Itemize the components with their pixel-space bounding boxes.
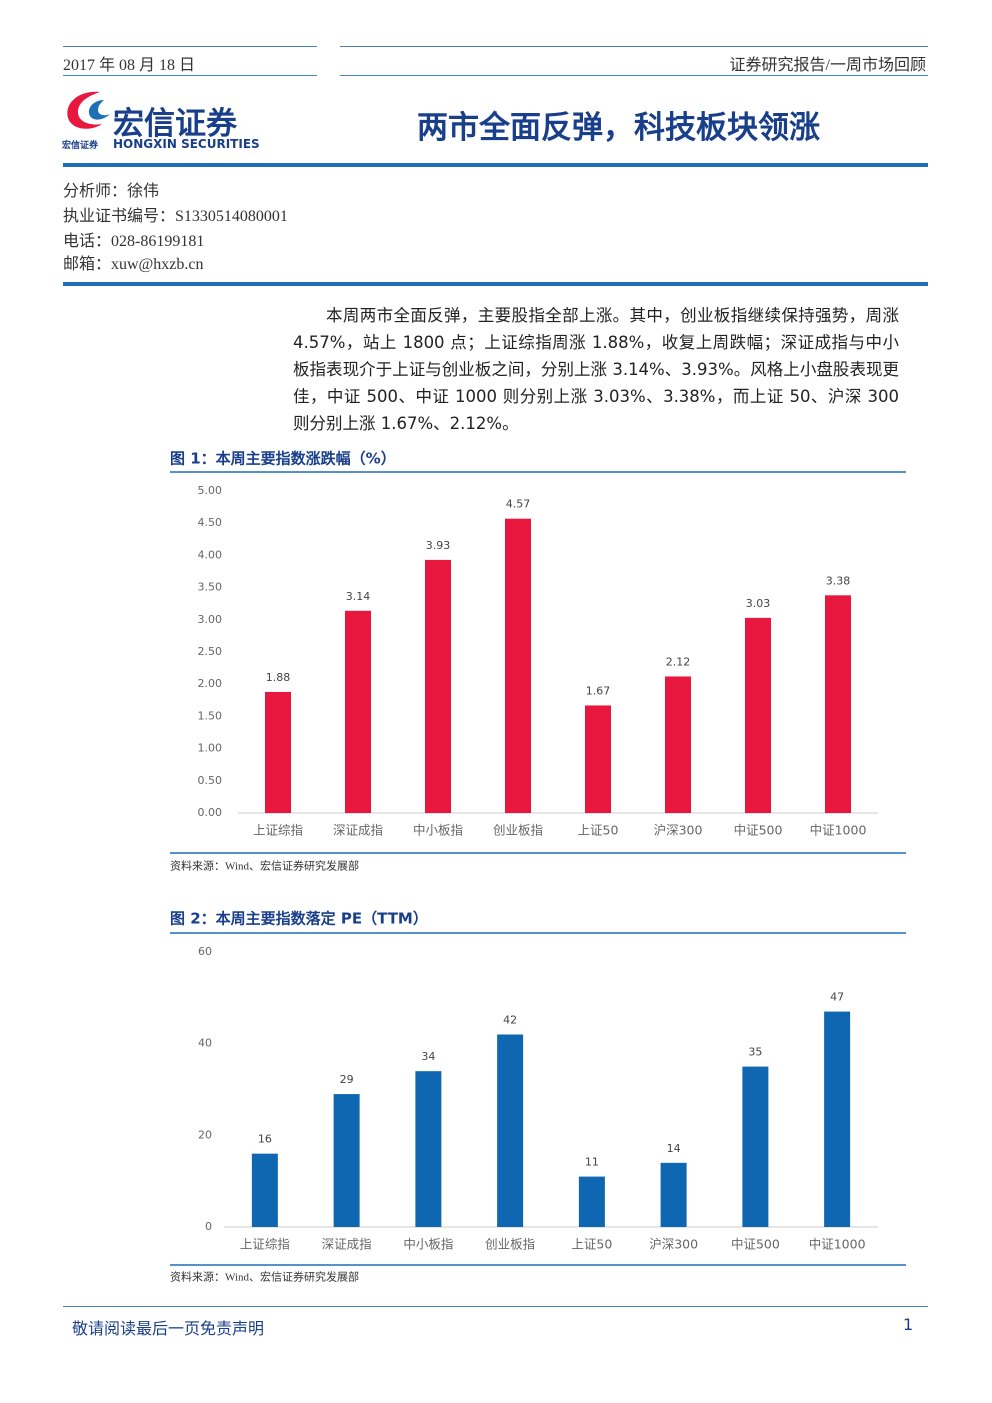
bar [345,610,371,813]
bar [415,1071,442,1227]
report-title: 两市全面反弹，科技板块领涨 [417,110,820,146]
bar [505,518,531,813]
bar [497,1034,524,1227]
bar [742,1066,769,1227]
y-tick-label: 4.00 [198,548,223,561]
bar [660,1162,687,1227]
data-label: 42 [503,1014,517,1027]
rule [340,75,928,76]
data-label: 3.03 [746,597,771,610]
x-tick-label: 中小板指 [413,823,463,838]
bar [425,559,451,813]
bar [578,1176,605,1227]
data-label: 3.38 [826,574,851,587]
logo-name: 宏信证券 [113,106,237,142]
date: 2017 年 08 月 18 日 [63,57,196,74]
y-tick-label: 3.00 [198,613,223,626]
bar [251,1153,278,1227]
y-tick-label: 4.50 [198,516,223,529]
y-tick-label: 3.50 [198,581,223,594]
data-label: 11 [585,1156,599,1169]
data-label: 2.12 [666,655,691,668]
body-text: 本周两市全面反弹，主要股指全部上涨。其中，创业板指继续保持强势，周涨 4.57%… [293,306,899,433]
bar [585,705,611,813]
figure-title: 图 1：本周主要指数涨跌幅（%） [170,450,396,468]
x-tick-label: 沪深300 [654,823,703,838]
x-tick-label: 中证1000 [810,823,867,838]
x-tick-label: 中证500 [734,823,783,838]
x-tick-label: 上证50 [578,823,619,838]
y-tick-label: 0.50 [198,774,223,787]
figure: 图 1：本周主要指数涨跌幅（%） 资料来源：Wind、宏信证券研究发展部 0.00 0… [170,450,906,873]
y-tick-label: 2.50 [198,645,223,658]
y-tick-label: 0 [205,1220,212,1233]
data-label: 47 [830,991,844,1004]
y-tick-label: 2.00 [198,677,223,690]
x-tick-label: 上证综指 [240,1237,290,1252]
data-label: 1.88 [266,671,291,684]
analyst-line: 邮箱：xuw@hxzb.cn [63,256,204,273]
x-tick-label: 上证50 [571,1237,612,1252]
y-tick-label: 5.00 [198,484,223,497]
data-label: 4.57 [506,498,531,511]
x-tick-label: 创业板指 [485,1237,535,1252]
x-tick-label: 上证综指 [253,823,303,838]
source-note: 资料来源：Wind、宏信证券研究发展部 [170,1270,359,1284]
y-tick-label: 40 [198,1037,212,1050]
disclaimer: 敬请阅读最后一页免责声明 [72,1319,265,1338]
bar [333,1094,360,1227]
x-tick-label: 中小板指 [403,1237,453,1252]
logo-english: HONGXIN SECURITIES [113,137,260,151]
data-label: 1.67 [586,684,611,697]
rule [63,163,928,167]
y-tick-label: 60 [198,945,212,958]
x-tick-label: 创业板指 [493,823,543,838]
x-tick-label: 沪深300 [649,1237,698,1252]
data-label: 3.93 [426,539,451,552]
y-tick-label: 20 [198,1128,212,1141]
rule [63,1306,928,1307]
analyst-line: 分析师：徐伟 [63,183,160,200]
y-tick-label: 1.00 [198,742,223,755]
report-type: 证券研究报告/一周市场回顾 [729,57,926,74]
x-tick-label: 深证成指 [333,823,383,838]
analyst-line: 执业证书编号：S1330514080001 [63,208,288,225]
data-label: 35 [748,1046,762,1059]
bar [665,676,691,813]
logo-mark [67,91,110,129]
figure-title: 图 2：本周主要指数落定 PE（TTM） [170,910,428,928]
x-tick-label: 深证成指 [322,1237,372,1252]
rule [63,282,928,286]
rule [340,46,928,47]
bar [745,617,771,813]
analyst-line: 电话：028-86199181 [63,233,205,250]
page-number: 1 [903,1315,914,1334]
data-label: 34 [421,1050,435,1063]
rule [63,46,317,47]
data-label: 29 [340,1073,354,1086]
bar [824,1011,851,1227]
x-tick-label: 中证1000 [809,1237,866,1252]
y-tick-label: 1.50 [198,709,223,722]
data-label: 14 [667,1142,681,1155]
rule [63,75,317,76]
y-tick-label: 0.00 [198,806,223,819]
bar [825,595,851,813]
figure: 图 2：本周主要指数落定 PE（TTM） 资料来源：Wind、宏信证券研究发展部 0… [170,910,906,1284]
data-label: 3.14 [346,590,371,603]
logo-small: 宏信证券 [62,141,99,151]
bar [265,691,291,813]
data-label: 16 [258,1133,272,1146]
source-note: 资料来源：Wind、宏信证券研究发展部 [170,859,359,873]
x-tick-label: 中证500 [731,1237,780,1252]
